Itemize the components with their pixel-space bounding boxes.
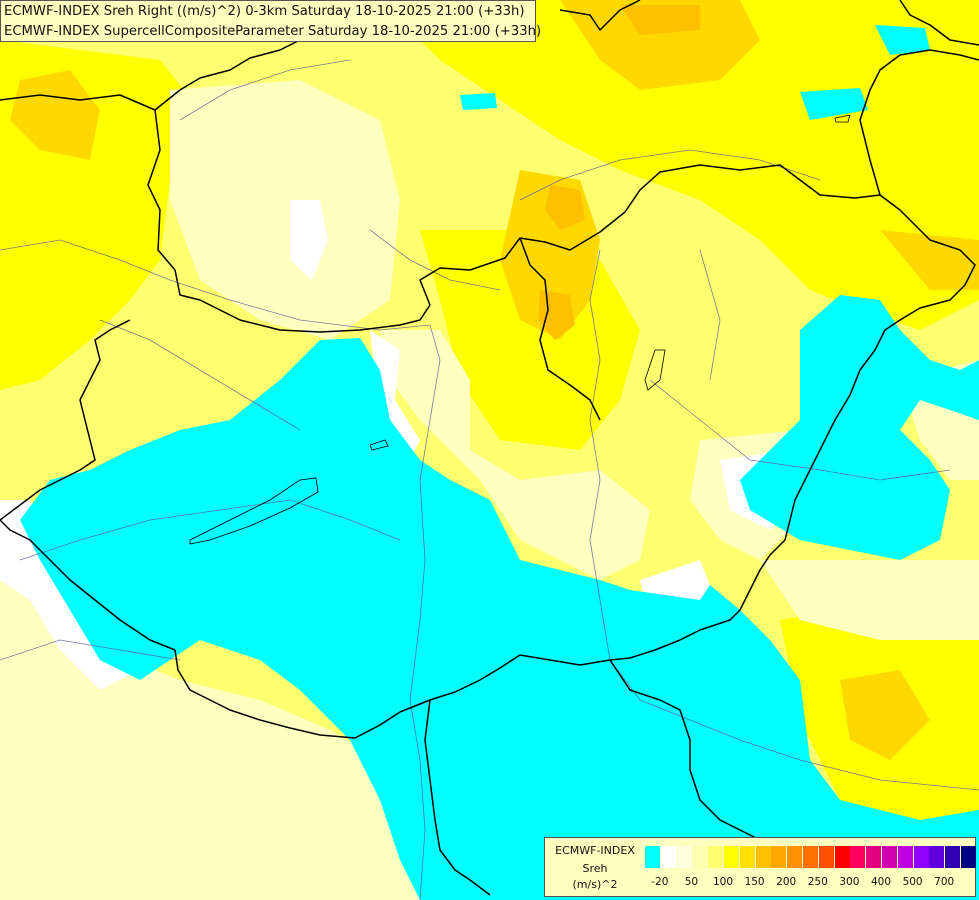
- legend-variable: Sreh: [582, 862, 608, 875]
- legend-tick-label: 300: [839, 876, 860, 888]
- legend-swatch: [787, 846, 803, 868]
- legend-swatch: [645, 846, 660, 868]
- legend-tick-label: 400: [870, 876, 892, 888]
- legend-swatch: [945, 846, 961, 868]
- legend-unit: (m/s)^2: [572, 878, 618, 891]
- rivers: [0, 59, 979, 900]
- legend-swatch: [739, 846, 755, 868]
- legend-swatch: [692, 846, 708, 868]
- legend-tick-label: 200: [776, 876, 797, 888]
- legend-swatch: [708, 846, 724, 868]
- lakes: [189, 114, 851, 545]
- map-title-box: ECMWF-INDEX Sreh Right ((m/s)^2) 0-3km S…: [0, 0, 542, 42]
- legend-tick-label: 150: [744, 876, 765, 888]
- legend-swatch: [866, 846, 882, 868]
- legend-swatch: [771, 846, 787, 868]
- legend-swatch: [724, 846, 739, 868]
- legend-tick-label: 700: [934, 876, 955, 888]
- legend-swatch: [818, 846, 834, 868]
- legend-swatch: [897, 846, 913, 868]
- legend-tick-label: 100: [712, 876, 734, 888]
- legend-tick-label: 500: [902, 876, 923, 888]
- legend-swatch: [660, 846, 676, 868]
- legend-tick-label: -20: [651, 876, 669, 888]
- title-line-2: ECMWF-INDEX SupercellCompositeParameter …: [4, 24, 542, 39]
- cyan-regions: [20, 25, 979, 900]
- color-legend: ECMWF-INDEX Sreh (m/s)^2 -20 50 100 150 200 2…: [544, 837, 976, 897]
- legend-swatch: [929, 846, 945, 868]
- gold-regions: [10, 0, 979, 760]
- legend-swatch: [913, 846, 929, 868]
- legend-swatch: [676, 846, 692, 868]
- legend-swatch: [882, 846, 897, 868]
- legend-tick-label: 50: [684, 876, 699, 888]
- legend-swatch: [755, 846, 771, 868]
- legend-swatch: [803, 846, 818, 868]
- legend-swatch: [834, 846, 850, 868]
- legend-swatch: [961, 846, 976, 868]
- legend-title: ECMWF-INDEX: [555, 844, 635, 857]
- legend-tick-label: 250: [807, 876, 828, 888]
- title-line-1: ECMWF-INDEX Sreh Right ((m/s)^2) 0-3km S…: [4, 4, 525, 19]
- legend-swatch: [850, 846, 866, 868]
